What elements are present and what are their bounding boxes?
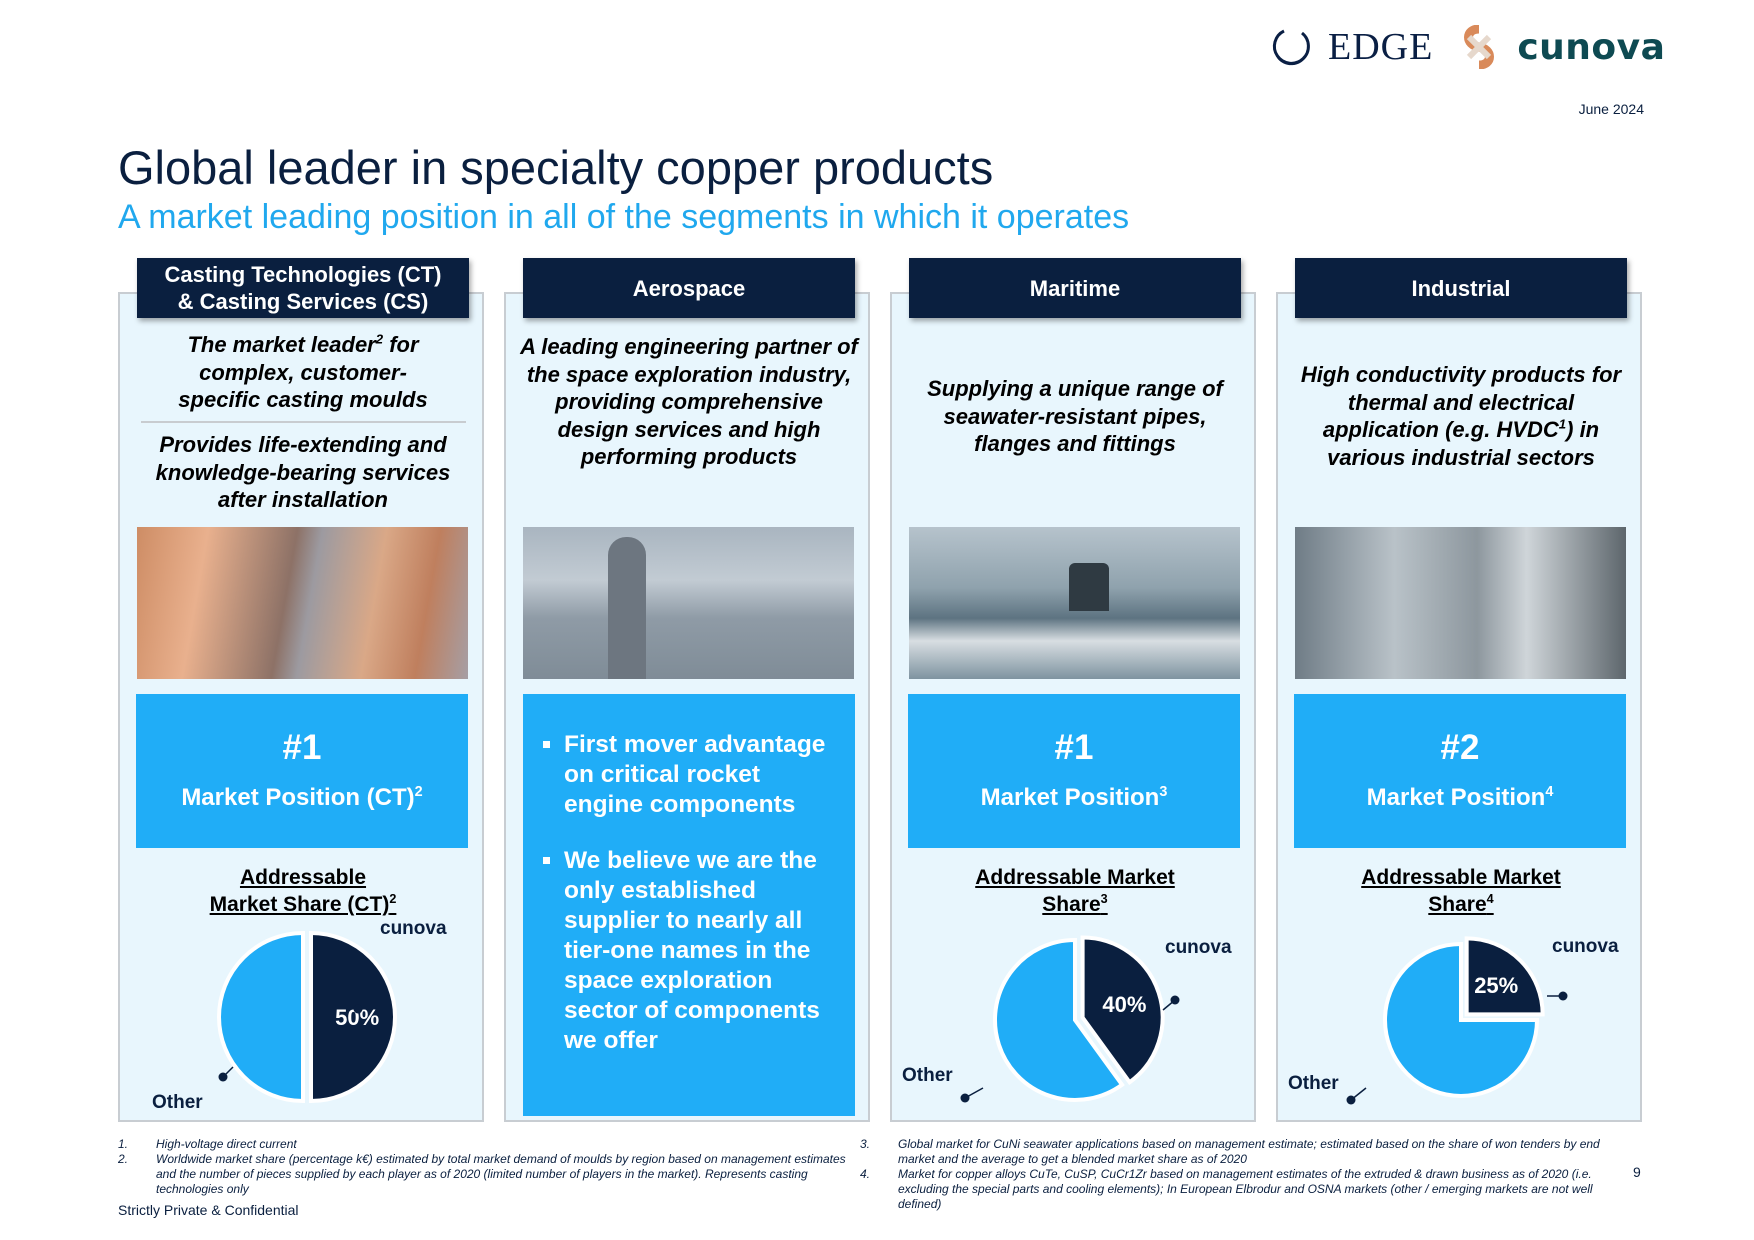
- pie-label-cunova: cunova: [380, 918, 447, 939]
- bullet-item: First mover advantage on critical rocket…: [543, 730, 843, 820]
- market-position-box-casting: #1 Market Position (CT)2: [136, 694, 468, 848]
- heading-line: & Casting Services (CS): [177, 289, 429, 314]
- pie-slice-cunova: [1464, 936, 1545, 1017]
- pie-chart-maritime: 40%: [960, 935, 1180, 1103]
- rocket-image: [523, 527, 854, 679]
- pie-data-label: 40%: [1102, 992, 1146, 1017]
- bullet-icon: [543, 857, 550, 864]
- footnotes-right: 3. Global market for CuNi seawater applic…: [860, 1137, 1600, 1212]
- share-title-casting: Addressable Market Share (CT)2: [209, 866, 397, 916]
- leader-dot: [1558, 991, 1568, 1001]
- heading-line: Casting Technologies (CT): [164, 262, 442, 287]
- rank: #1: [1054, 728, 1094, 767]
- leader-dot: [960, 1093, 970, 1103]
- footnote: 1. High-voltage direct current: [118, 1137, 297, 1151]
- pie-slice-other: [217, 930, 305, 1104]
- pie-slice-other: [1383, 941, 1540, 1098]
- pie-label-other: Other: [152, 1092, 203, 1113]
- pie-label-other: Other: [902, 1065, 953, 1086]
- column-header-casting: Casting Technologies (CT) & Casting Servi…: [137, 258, 469, 318]
- footnotes-left: 1. High-voltage direct current 2. Worldwid…: [118, 1137, 858, 1197]
- leader-dot: [218, 1072, 228, 1082]
- market-position-box-maritime: #1 Market Position3: [908, 694, 1240, 848]
- divider: [141, 421, 466, 423]
- page-subtitle: A market leading position in all of the …: [118, 198, 1130, 236]
- casting-description: The market leader2 for complex, customer…: [178, 331, 428, 412]
- date: June 2024: [1578, 101, 1644, 117]
- rank: #2: [1440, 728, 1480, 767]
- logos: EDGE cunova: [1270, 22, 1665, 72]
- column-header-aerospace: Aerospace: [523, 258, 855, 318]
- leader-dot: [1346, 1095, 1356, 1105]
- pie-label-other: Other: [1288, 1073, 1339, 1094]
- page-number: 9: [1633, 1164, 1641, 1180]
- market-position-label: Market Position4: [1366, 784, 1554, 811]
- pie-slice-cunova: [1080, 935, 1165, 1086]
- pie-label-cunova: cunova: [1165, 937, 1232, 958]
- footnote: 2. Worldwide market share (percentage k€)…: [118, 1152, 846, 1196]
- bullet-item: We believe we are the only established s…: [543, 846, 843, 1056]
- edge-logo: EDGE: [1328, 26, 1434, 68]
- leader-dot: [1170, 995, 1180, 1005]
- pie-slice-cunova: [309, 930, 397, 1104]
- industrial-description: High conductivity products for thermal a…: [1300, 362, 1622, 470]
- column-header-maritime: Maritime: [909, 258, 1241, 318]
- page-title: Global leader in specialty copper produc…: [118, 141, 994, 194]
- share-title-maritime: Addressable Market Share3: [975, 866, 1175, 916]
- aerospace-description: A leading engineering partner of the spa…: [520, 334, 858, 469]
- rank: #1: [282, 728, 322, 767]
- submarine-image: [909, 527, 1240, 679]
- market-position-label: Market Position3: [980, 784, 1168, 811]
- copper-mould-image: [137, 527, 468, 679]
- pie-data-label: 25%: [1474, 973, 1518, 998]
- market-position-label: Market Position (CT)2: [181, 784, 423, 811]
- pie-slice-other: [993, 937, 1125, 1102]
- edge-logo-icon: [1272, 29, 1310, 66]
- pie-chart-industrial: 25%: [1346, 936, 1568, 1105]
- maritime-description: Supplying a unique range of seawater-res…: [927, 376, 1223, 456]
- cunova-logo-icon: [1464, 25, 1495, 69]
- market-position-box-industrial: #2 Market Position4: [1294, 694, 1626, 848]
- cunova-logo: cunova: [1517, 26, 1666, 68]
- share-title-industrial: Addressable Market Share4: [1361, 866, 1561, 916]
- confidentiality-notice: Strictly Private & Confidential: [118, 1202, 299, 1218]
- pie-label-cunova: cunova: [1552, 936, 1619, 957]
- column-header-industrial: Industrial: [1295, 258, 1627, 318]
- aerospace-bullets: First mover advantage on critical rocket…: [523, 694, 855, 1116]
- bullet-icon: [543, 741, 550, 748]
- leader-dot: [353, 1004, 363, 1014]
- pie-chart-casting: 50%: [217, 930, 397, 1104]
- industrial-machining-image: [1295, 527, 1626, 679]
- footnote: 4. Market for copper alloys CuTe, CuSP, C…: [860, 1167, 1593, 1211]
- footnote: 3. Global market for CuNi seawater applic…: [860, 1137, 1600, 1166]
- casting-services-description: Provides life-extending and knowledge-be…: [155, 432, 451, 512]
